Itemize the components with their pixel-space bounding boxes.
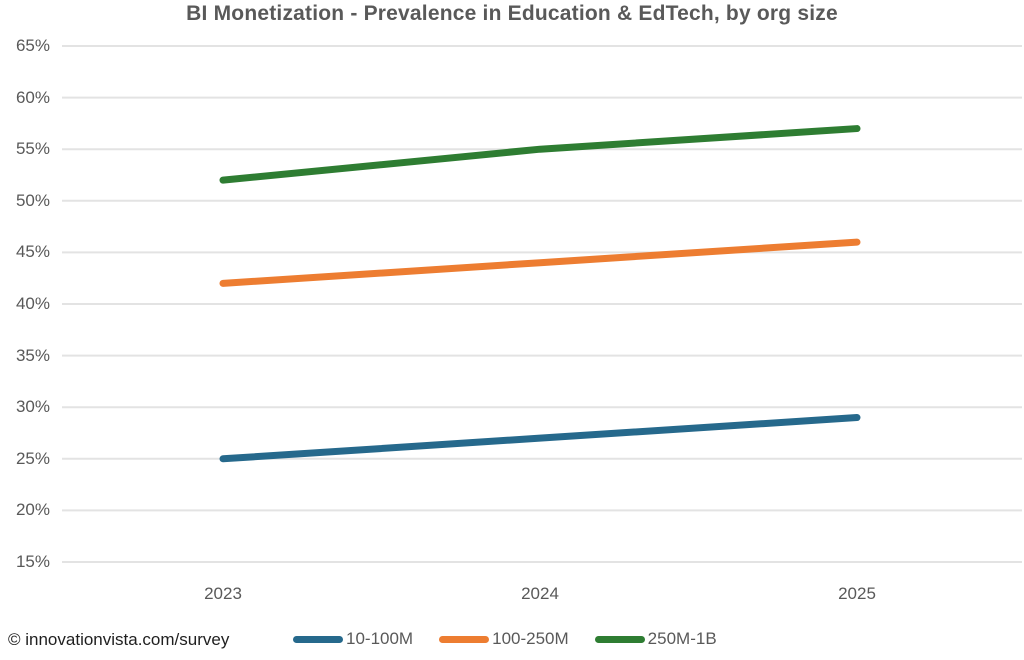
y-axis-tick-label: 35% xyxy=(15,345,50,365)
series-line-100-250M xyxy=(219,238,861,287)
legend-item: 100-250M xyxy=(439,629,569,649)
legend-swatch-green xyxy=(594,635,645,643)
series-line-10-100M xyxy=(219,414,861,463)
legend-label: 250M-1B xyxy=(647,629,717,648)
y-axis-tick-label: 15% xyxy=(15,552,50,571)
legend-label: 100-250M xyxy=(492,629,569,648)
y-axis-tick-label: 40% xyxy=(15,294,50,313)
legend-item: 10-100M xyxy=(293,629,413,649)
y-axis-tick-label: 50% xyxy=(15,190,50,210)
legend-item: 250M-1B xyxy=(594,629,717,649)
x-axis-tick-label: 2024 xyxy=(521,584,559,603)
chart-legend: 10-100M 100-250M 250M-1B xyxy=(293,629,717,649)
series-line-250M-1B xyxy=(219,125,861,184)
legend-swatch-orange xyxy=(439,635,490,643)
legend-label: 10-100M xyxy=(346,629,414,648)
y-axis-tick-label: 55% xyxy=(15,139,50,159)
attribution-text: © innovationvista.com/survey xyxy=(8,630,230,649)
legend-swatch-blue xyxy=(293,635,343,643)
y-axis-tick-label: 30% xyxy=(15,397,50,417)
y-axis-tick-label: 25% xyxy=(15,448,50,468)
x-axis-tick-label: 2023 xyxy=(204,584,242,603)
chart-title: BI Monetization - Prevalence in Educatio… xyxy=(186,2,838,25)
y-axis-tick-label: 45% xyxy=(15,242,50,262)
x-axis-tick-label: 2025 xyxy=(838,584,876,603)
y-axis-tick-label: 60% xyxy=(15,87,50,107)
y-axis-tick-label: 65% xyxy=(15,36,50,55)
y-axis-tick-label: 20% xyxy=(15,500,50,520)
